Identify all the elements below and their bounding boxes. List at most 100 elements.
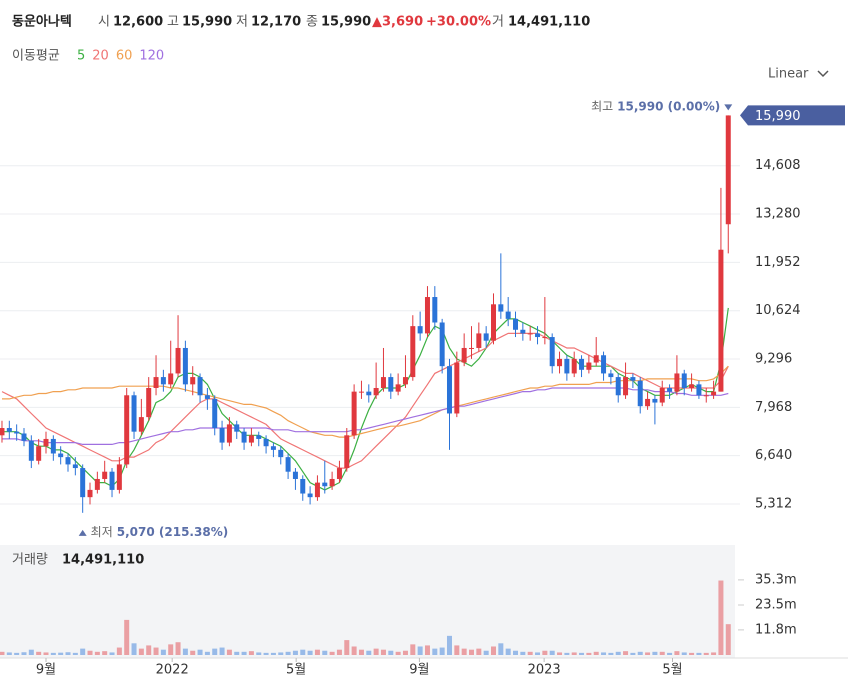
- volume-bar: [520, 651, 526, 655]
- candle-body: [256, 435, 262, 439]
- high-label: 고: [167, 15, 179, 30]
- candle-body: [36, 446, 42, 461]
- candle-body: [417, 326, 423, 334]
- candle-body: [234, 424, 240, 432]
- stock-name: 동운아나텍: [12, 14, 72, 30]
- volume-bar: [138, 648, 144, 655]
- candle-body: [14, 431, 20, 434]
- candle-body: [138, 417, 144, 432]
- candle-body: [28, 440, 34, 461]
- scale-button[interactable]: Linear: [768, 67, 829, 82]
- volume-bar: [36, 651, 42, 655]
- volume-bar: [549, 650, 555, 655]
- candle-body: [344, 435, 350, 469]
- volume-bar: [615, 651, 621, 655]
- volume-bar: [212, 648, 218, 655]
- low-marker: [78, 529, 87, 536]
- volume-bar: [586, 652, 592, 655]
- open-label: 시: [98, 15, 110, 30]
- volume-bar: [667, 652, 673, 655]
- candle-body: [153, 377, 159, 388]
- candle-body: [168, 373, 174, 385]
- candle-body: [388, 377, 394, 392]
- volume-bar: [351, 646, 357, 655]
- high-prefix: 최고: [591, 99, 613, 113]
- high-marker: [724, 104, 733, 111]
- volume-bar: [366, 650, 372, 655]
- candle-body: [513, 318, 519, 330]
- volume-bar: [0, 651, 5, 655]
- volume-bar: [476, 648, 482, 655]
- volume-bar: [94, 651, 100, 655]
- x-tick-label: 2023: [528, 663, 561, 678]
- candle-body: [593, 355, 599, 363]
- volume-bar: [542, 650, 548, 655]
- candle-body: [226, 424, 232, 443]
- volume-bar: [461, 648, 467, 655]
- candle-body: [307, 493, 313, 498]
- close-label: 종: [306, 15, 318, 30]
- volume-bar: [527, 651, 533, 655]
- last-price-label: 15,990: [755, 109, 801, 124]
- volume-bar: [14, 652, 20, 655]
- candle-body: [6, 428, 12, 432]
- volume-bar: [80, 648, 86, 655]
- volume-title: 거래량: [12, 553, 48, 568]
- volume-bar: [410, 644, 416, 655]
- candle-body: [366, 391, 372, 396]
- candle-body: [703, 395, 709, 397]
- scale-text[interactable]: Linear: [768, 67, 809, 82]
- y-tick-label: 13,280: [755, 207, 801, 222]
- volume-tick-label: 35.3m: [755, 572, 797, 587]
- volume-bar: [292, 650, 298, 655]
- candle-body: [285, 457, 291, 472]
- dropdown-chevron[interactable]: [817, 70, 829, 78]
- candle-body: [623, 377, 629, 396]
- volume-bar: [681, 652, 687, 655]
- candle-body: [300, 478, 306, 494]
- volume-bar: [718, 580, 724, 655]
- candle-body: [483, 333, 489, 341]
- volume-bar: [659, 651, 665, 655]
- candle-body: [50, 438, 56, 454]
- y-tick-label: 6,640: [755, 448, 792, 463]
- volume-label: 거: [492, 15, 504, 30]
- ma-label: 이동평균: [12, 49, 60, 64]
- candle-body: [645, 398, 651, 407]
- volume-bar: [336, 649, 342, 655]
- volume-bar: [432, 648, 438, 655]
- volume-bar: [358, 649, 364, 655]
- volume-bar: [579, 652, 585, 655]
- low-label: 저: [236, 15, 248, 30]
- candle-body: [468, 347, 474, 349]
- volume-bar: [388, 650, 394, 655]
- candle-body: [204, 395, 210, 399]
- candle-body: [446, 366, 452, 414]
- candle-body: [410, 326, 416, 378]
- volume-bar: [226, 649, 232, 655]
- volume-bar: [571, 652, 577, 655]
- volume-bar: [505, 648, 511, 655]
- candle-body: [358, 391, 364, 393]
- volume-bar: [725, 624, 731, 655]
- change-percent: +30.00%: [426, 15, 491, 30]
- volume-bar: [513, 650, 519, 655]
- ma-line: [1, 332, 729, 469]
- candle-body: [535, 333, 541, 338]
- candle-body: [505, 311, 511, 319]
- y-tick-label: 11,952: [755, 255, 801, 270]
- volume-bar: [696, 652, 702, 655]
- volume-bar: [153, 647, 159, 655]
- volume-bar: [439, 647, 445, 655]
- volume-bar: [43, 652, 49, 655]
- volume-bar: [373, 648, 379, 655]
- volume-bar: [65, 652, 71, 655]
- high-value: 15,990: [182, 15, 232, 30]
- candle-body: [58, 453, 64, 458]
- volume-bar: [446, 635, 452, 655]
- candle-body: [94, 478, 100, 490]
- volume-bar: [204, 651, 210, 655]
- candle-body: [351, 391, 357, 436]
- volume-bar: [689, 652, 695, 655]
